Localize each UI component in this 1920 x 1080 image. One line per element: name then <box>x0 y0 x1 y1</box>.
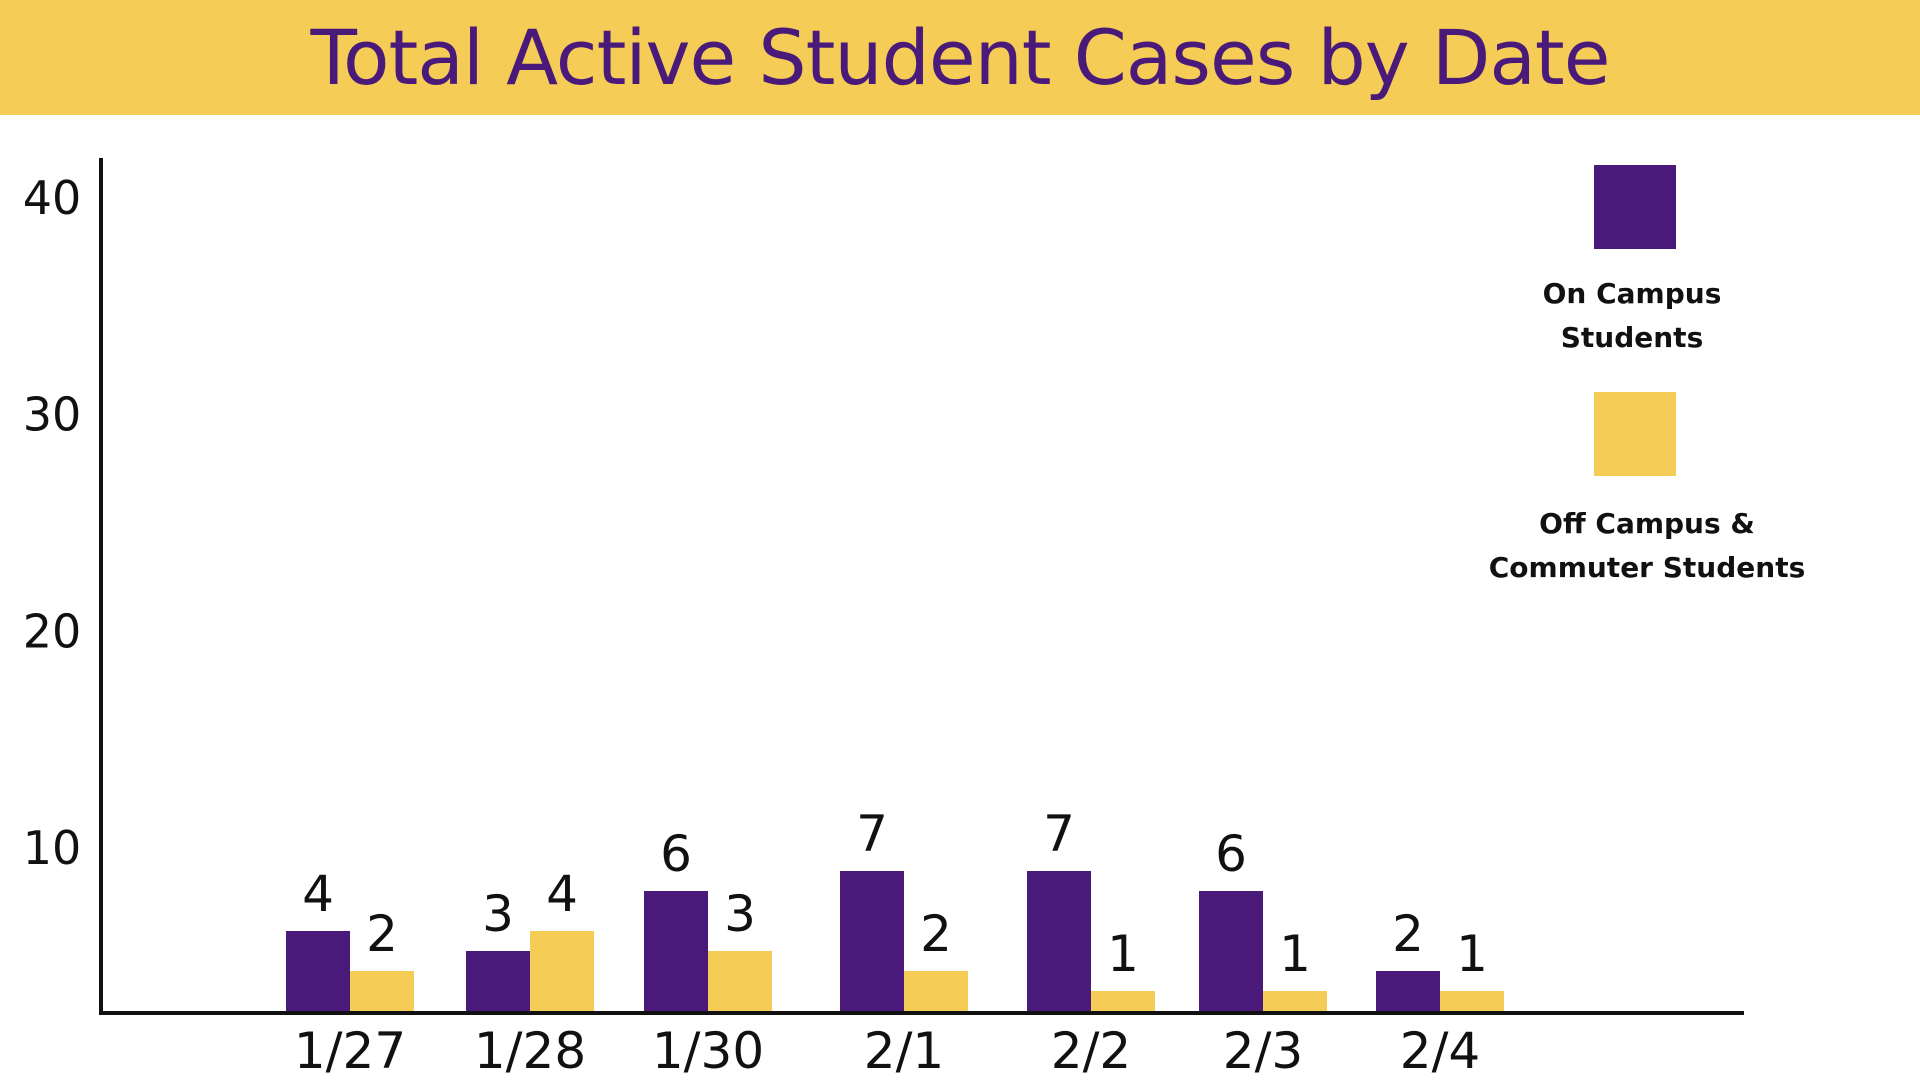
bar-on-campus <box>644 891 708 1011</box>
bar-on-campus <box>1376 971 1440 1011</box>
data-label: 3 <box>482 885 514 943</box>
bar-on-campus <box>466 951 530 1011</box>
bar-off-campus <box>350 971 414 1011</box>
bar-off-campus <box>1440 991 1504 1011</box>
y-axis-ticks: 40 30 20 10 <box>23 171 82 875</box>
legend-swatch <box>1594 165 1676 249</box>
bar-on-campus <box>1199 891 1263 1011</box>
bar-off-campus <box>530 931 594 1011</box>
x-tick-label: 2/4 <box>1400 1022 1480 1080</box>
y-tick-label: 30 <box>23 388 82 442</box>
x-tick-label: 2/2 <box>1051 1022 1131 1080</box>
x-tick-label: 1/27 <box>294 1022 406 1080</box>
x-tick-label: 2/1 <box>864 1022 944 1080</box>
y-tick-label: 20 <box>23 604 82 658</box>
bar-on-campus <box>1027 871 1091 1011</box>
category-labels: 1/27 1/28 1/30 2/1 2/2 2/3 2/4 <box>294 1022 1480 1080</box>
y-tick-label: 40 <box>23 171 82 225</box>
data-label: 4 <box>546 865 578 923</box>
data-label: 1 <box>1456 925 1488 983</box>
title-banner: Total Active Student Cases by Date <box>0 0 1920 115</box>
data-label: 7 <box>1043 805 1075 863</box>
legend-label: On Campus <box>1543 277 1722 310</box>
data-label: 1 <box>1279 925 1311 983</box>
legend-swatch <box>1594 392 1676 476</box>
data-label: 7 <box>856 805 888 863</box>
legend-label: Commuter Students <box>1489 551 1806 584</box>
legend-label: Off Campus & <box>1539 507 1755 540</box>
data-label: 1 <box>1107 925 1139 983</box>
bar-on-campus <box>840 871 904 1011</box>
x-tick-label: 2/3 <box>1223 1022 1303 1080</box>
y-tick-label: 10 <box>23 821 82 875</box>
data-label: 4 <box>302 865 334 923</box>
legend: On Campus Students Off Campus & Commuter St… <box>1489 165 1806 584</box>
bar-off-campus <box>1091 991 1155 1011</box>
data-label: 2 <box>1392 905 1424 963</box>
bar-off-campus <box>708 951 772 1011</box>
data-label: 2 <box>366 905 398 963</box>
data-label: 3 <box>724 885 756 943</box>
x-tick-label: 1/28 <box>474 1022 586 1080</box>
x-tick-label: 1/30 <box>652 1022 764 1080</box>
bar-off-campus <box>1263 991 1327 1011</box>
data-label: 6 <box>1215 825 1247 883</box>
data-label: 6 <box>660 825 692 883</box>
legend-label: Students <box>1561 321 1704 354</box>
data-label: 2 <box>920 905 952 963</box>
bar-on-campus <box>286 931 350 1011</box>
bars <box>286 871 1504 1011</box>
chart-title: Total Active Student Cases by Date <box>310 13 1610 102</box>
bar-off-campus <box>904 971 968 1011</box>
